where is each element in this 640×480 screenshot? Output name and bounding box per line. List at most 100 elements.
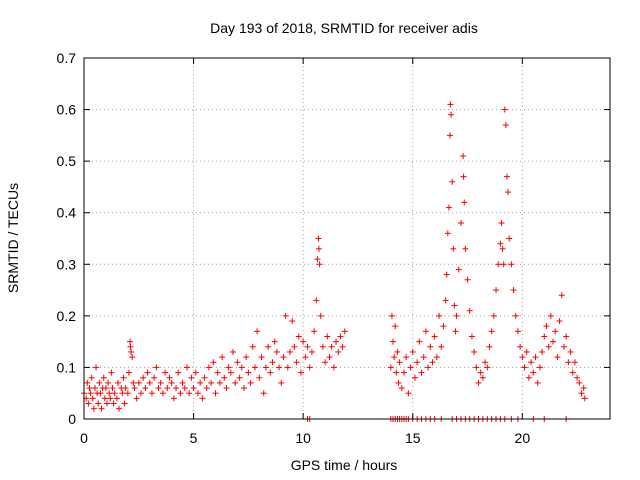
data-point (140, 374, 147, 381)
data-point (447, 101, 454, 108)
data-point (192, 369, 199, 376)
data-point (392, 323, 399, 330)
data-point (291, 343, 298, 350)
data-point (238, 364, 245, 371)
data-point (262, 364, 269, 371)
data-point (503, 173, 510, 180)
data-point (505, 189, 512, 196)
data-point (197, 379, 204, 386)
data-point (536, 364, 543, 371)
data-point (411, 374, 418, 381)
data-point (506, 235, 513, 242)
data-point (116, 405, 123, 412)
data-point (129, 354, 136, 361)
data-point (137, 390, 144, 397)
data-point (576, 379, 583, 386)
data-point (249, 343, 256, 350)
x-tick-label: 20 (515, 430, 531, 446)
data-point (89, 395, 96, 402)
data-point (216, 379, 223, 386)
y-tick-label: 0.2 (57, 308, 77, 324)
data-point (560, 343, 567, 350)
data-point (313, 297, 320, 304)
data-point (512, 312, 519, 319)
data-point (567, 348, 574, 355)
data-point (407, 364, 414, 371)
data-point (316, 261, 323, 268)
data-point (387, 364, 394, 371)
data-point (394, 348, 401, 355)
data-point (552, 328, 559, 335)
data-point (124, 390, 131, 397)
data-point (523, 348, 530, 355)
data-point (440, 323, 447, 330)
data-point (282, 312, 289, 319)
data-point (433, 354, 440, 361)
data-point (499, 245, 506, 252)
data-point (113, 395, 120, 402)
data-point (85, 400, 92, 407)
data-point (284, 364, 291, 371)
data-point (565, 359, 572, 366)
data-point (131, 385, 138, 392)
data-point (119, 390, 126, 397)
data-point (151, 374, 158, 381)
data-point (337, 333, 344, 340)
data-point (500, 261, 507, 268)
data-point (502, 122, 509, 129)
y-tick-label: 0.3 (57, 256, 77, 272)
data-point (558, 292, 565, 299)
data-point (324, 333, 331, 340)
data-point (265, 343, 272, 350)
x-tick-label: 5 (190, 430, 198, 446)
data-point (114, 379, 121, 386)
data-point (534, 379, 541, 386)
data-point (460, 173, 467, 180)
data-point (308, 348, 315, 355)
data-point (203, 385, 210, 392)
data-point (173, 385, 180, 392)
data-point (120, 374, 127, 381)
data-point (539, 348, 546, 355)
data-point (155, 385, 162, 392)
data-point (101, 395, 108, 402)
plot-frame (83, 57, 611, 420)
data-point (495, 261, 502, 268)
data-point (388, 312, 395, 319)
data-point (398, 385, 405, 392)
data-point (304, 343, 311, 350)
data-point (314, 256, 321, 263)
data-point (142, 385, 149, 392)
data-point (269, 359, 276, 366)
data-point (105, 379, 112, 386)
data-point (93, 364, 100, 371)
data-point (451, 302, 458, 309)
x-tick-labels: 0 5 10 15 20 (80, 430, 530, 446)
data-point (498, 220, 505, 227)
data-point (471, 348, 478, 355)
data-point (445, 204, 452, 211)
data-point (91, 385, 98, 392)
data-point (447, 132, 454, 139)
data-point (330, 364, 337, 371)
data-point (571, 359, 578, 366)
data-point (133, 395, 140, 402)
data-point (460, 152, 467, 159)
data-point (90, 405, 97, 412)
data-point (175, 369, 182, 376)
data-point (443, 271, 450, 278)
data-point (201, 374, 208, 381)
data-point (254, 328, 261, 335)
data-point (425, 364, 432, 371)
data-point (170, 395, 177, 402)
data-point (543, 323, 550, 330)
y-tick-label: 0.5 (57, 153, 77, 169)
data-point (569, 369, 576, 376)
data-point (431, 333, 438, 340)
data-point (227, 369, 234, 376)
data-point (300, 338, 307, 345)
data-point (450, 245, 457, 252)
data-point (473, 364, 480, 371)
data-point (416, 338, 423, 345)
